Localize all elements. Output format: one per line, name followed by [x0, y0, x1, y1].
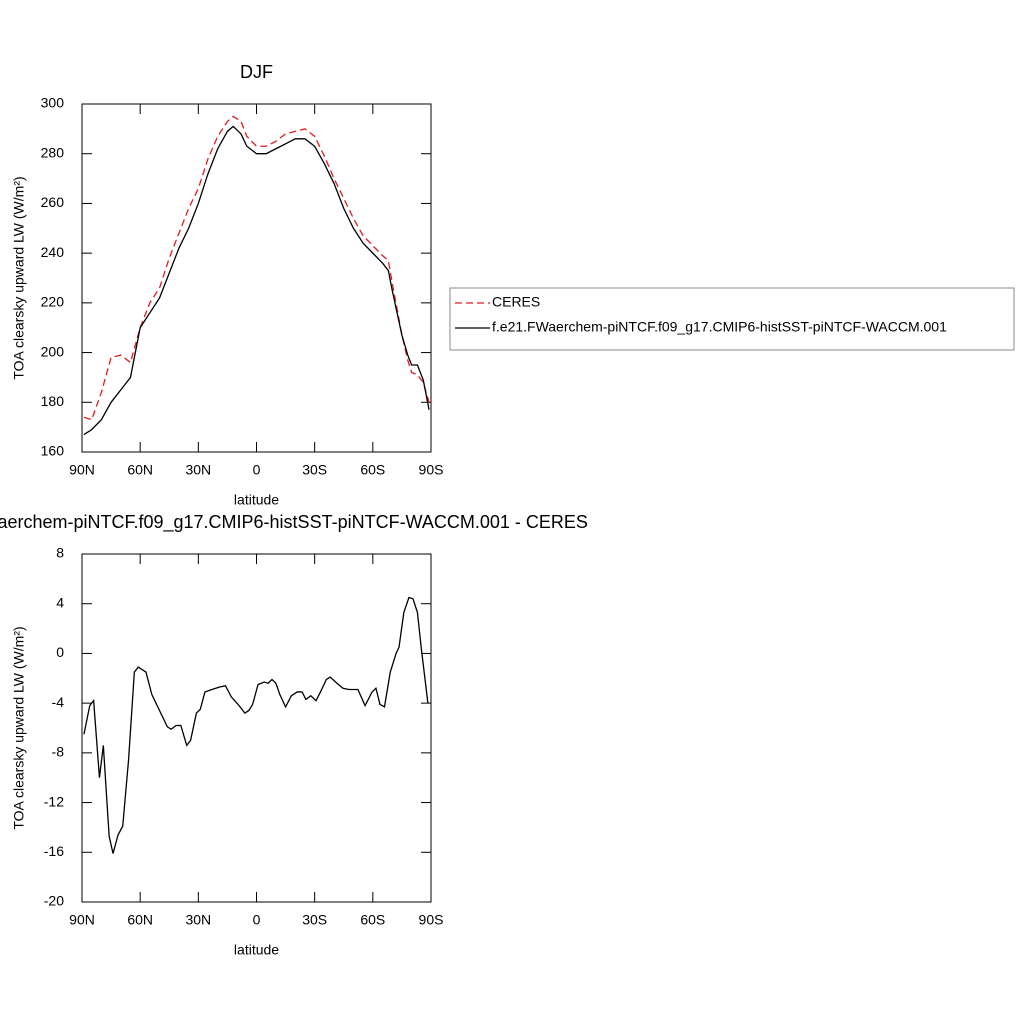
- x-tick-label: 90N: [69, 912, 95, 928]
- y-tick-label: -4: [52, 694, 65, 710]
- data-line: [83, 115, 430, 421]
- x-axis-label: latitude: [234, 942, 279, 958]
- x-tick-label: 60S: [360, 462, 385, 478]
- x-tick-label: 30N: [185, 912, 211, 928]
- y-tick-label: -8: [52, 744, 65, 760]
- y-tick-label: 300: [41, 95, 65, 111]
- x-tick-label: 90S: [419, 912, 444, 928]
- x-tick-label: 60N: [127, 462, 153, 478]
- y-axis-label: TOA clearsky upward LW (W/m²): [11, 176, 27, 379]
- x-tick-label: 60N: [127, 912, 153, 928]
- y-tick-label: 8: [56, 545, 64, 561]
- y-tick-label: 220: [41, 294, 65, 310]
- y-tick-label: 0: [56, 644, 64, 660]
- legend-box: [449, 287, 1015, 351]
- chart-title: f.e21.FWaerchem-piNTCF.f09_g17.CMIP6-his…: [0, 512, 588, 533]
- x-axis-label: latitude: [234, 492, 279, 508]
- x-tick-label: 30N: [185, 462, 211, 478]
- y-tick-label: 4: [56, 594, 64, 610]
- y-tick-label: 280: [41, 144, 65, 160]
- y-tick-label: 160: [41, 443, 65, 459]
- data-line: [83, 125, 430, 436]
- x-tick-label: 30S: [302, 462, 327, 478]
- y-tick-label: 180: [41, 393, 65, 409]
- x-tick-label: 0: [253, 462, 261, 478]
- legend-label: f.e21.FWaerchem-piNTCF.f09_g17.CMIP6-his…: [492, 319, 947, 335]
- y-tick-label: -20: [44, 893, 64, 909]
- y-axis-label: TOA clearsky upward LW (W/m²): [11, 626, 27, 829]
- x-tick-label: 90S: [419, 462, 444, 478]
- x-tick-label: 60S: [360, 912, 385, 928]
- chart-title: DJF: [240, 62, 273, 82]
- plot-frame: [81, 553, 432, 903]
- y-tick-label: -16: [44, 843, 64, 859]
- y-tick-label: 240: [41, 244, 65, 260]
- x-tick-label: 90N: [69, 462, 95, 478]
- plot-frame: [81, 103, 432, 453]
- y-tick-label: -12: [44, 793, 64, 809]
- data-line: [83, 596, 429, 854]
- y-tick-label: 260: [41, 194, 65, 210]
- legend-label: CERES: [492, 294, 540, 310]
- y-tick-label: 200: [41, 343, 65, 359]
- x-tick-label: 0: [253, 912, 261, 928]
- x-tick-label: 30S: [302, 912, 327, 928]
